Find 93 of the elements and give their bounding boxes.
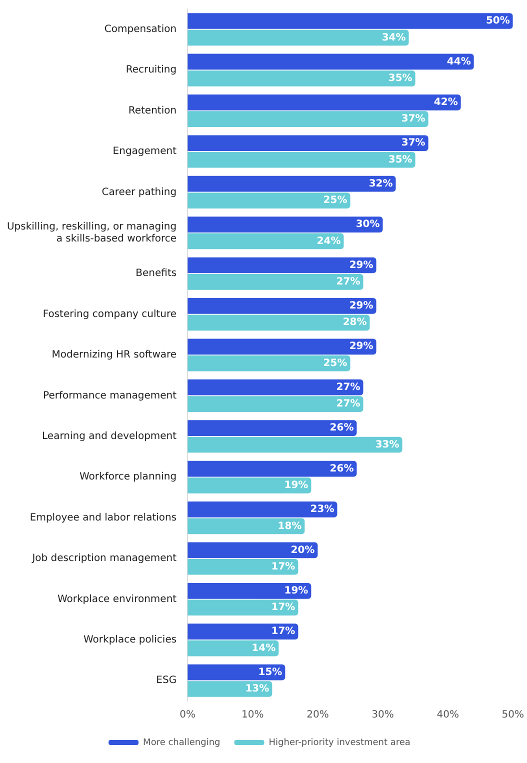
data-label: 37% xyxy=(401,114,426,125)
y-tick-label: Upskilling, reskilling, or managing a skills-based workforce xyxy=(6,221,177,244)
data-label: 28% xyxy=(342,317,367,328)
data-label: 30% xyxy=(356,219,380,230)
y-tick-label: Engagement xyxy=(112,146,177,158)
data-label: 18% xyxy=(278,520,302,532)
bar xyxy=(188,13,513,29)
y-tick-label: Performance management xyxy=(43,390,177,402)
data-label: 35% xyxy=(388,154,412,166)
bar xyxy=(188,30,409,46)
bar xyxy=(188,152,416,168)
x-tick-label: 10% xyxy=(242,710,264,721)
bar xyxy=(188,135,428,152)
bar xyxy=(188,542,318,558)
data-label: 19% xyxy=(284,480,308,492)
bar xyxy=(188,379,364,396)
y-tick-label: ESG xyxy=(156,675,177,686)
bar xyxy=(188,111,428,128)
y-tick-label: Workforce planning xyxy=(80,472,177,483)
data-label: 13% xyxy=(245,684,270,695)
data-label: 25% xyxy=(323,195,348,206)
bar xyxy=(188,664,286,680)
y-tick-label: Workplace policies xyxy=(84,634,177,646)
bar xyxy=(188,460,357,477)
bar xyxy=(188,420,357,436)
bar xyxy=(188,70,416,86)
bar xyxy=(188,436,402,453)
y-tick-label: Compensation xyxy=(104,24,177,35)
y-tick-label: Career pathing xyxy=(102,186,177,198)
data-label: 27% xyxy=(336,398,360,410)
data-label: 26% xyxy=(330,422,354,434)
data-label: 44% xyxy=(446,56,471,68)
bar xyxy=(188,518,305,534)
data-label: 23% xyxy=(310,504,334,516)
data-label: 15% xyxy=(258,666,282,678)
data-label: 29% xyxy=(349,260,374,271)
bar xyxy=(188,192,350,208)
y-tick-label: Retention xyxy=(128,105,177,116)
bar xyxy=(188,216,383,232)
bar xyxy=(188,502,338,518)
y-tick-label: Workplace environment xyxy=(57,594,177,605)
data-label: 33% xyxy=(375,439,400,450)
bar xyxy=(188,478,312,494)
bar xyxy=(188,396,364,412)
y-tick-label: Employee and labor relations xyxy=(30,512,177,524)
bar xyxy=(188,640,279,656)
data-label: 37% xyxy=(401,138,426,149)
bar xyxy=(188,94,461,110)
x-tick-label: 0% xyxy=(180,710,196,721)
data-label: 34% xyxy=(382,32,406,44)
bar xyxy=(188,54,474,70)
bar xyxy=(188,558,298,575)
data-label: 32% xyxy=(368,178,393,190)
data-label: 14% xyxy=(252,642,276,654)
y-tick-label: Job description management xyxy=(31,553,177,564)
x-tick-label: 50% xyxy=(502,710,524,721)
data-label: 17% xyxy=(271,602,296,614)
data-label: 29% xyxy=(349,341,374,352)
x-tick-label: 40% xyxy=(436,710,459,721)
data-label: 17% xyxy=(271,561,296,572)
data-label: 25% xyxy=(323,358,348,369)
bar xyxy=(188,257,376,274)
bar xyxy=(188,338,376,355)
bar xyxy=(188,600,298,616)
bar xyxy=(188,274,364,290)
data-label: 20% xyxy=(290,544,315,556)
bar xyxy=(188,681,272,697)
data-label: 50% xyxy=(486,16,510,27)
bar xyxy=(188,624,298,640)
y-tick-label: Recruiting xyxy=(126,64,177,76)
bar xyxy=(188,314,370,331)
bar xyxy=(188,582,312,599)
x-tick-label: 30% xyxy=(372,710,394,721)
y-tick-label: Benefits xyxy=(136,268,177,280)
y-tick-label: Fostering company culture xyxy=(42,308,177,320)
data-label: 42% xyxy=(434,97,458,108)
data-label: 27% xyxy=(336,382,360,393)
data-label: 35% xyxy=(388,72,412,84)
data-label: 29% xyxy=(349,300,374,312)
data-label: 24% xyxy=(316,236,341,247)
bar xyxy=(188,233,344,250)
data-label: 26% xyxy=(330,463,354,474)
bar xyxy=(188,355,350,372)
y-tick-label: Modernizing HR software xyxy=(52,350,177,361)
legend-label: Higher-priority investment area xyxy=(268,738,410,748)
y-tick-label: Learning and development xyxy=(42,431,177,442)
bar xyxy=(188,176,396,192)
data-label: 27% xyxy=(336,276,360,288)
bar xyxy=(188,298,376,314)
legend-label: More challenging xyxy=(143,738,220,748)
data-label: 19% xyxy=(284,585,308,596)
data-label: 17% xyxy=(271,626,296,638)
x-tick-label: 20% xyxy=(306,710,329,721)
